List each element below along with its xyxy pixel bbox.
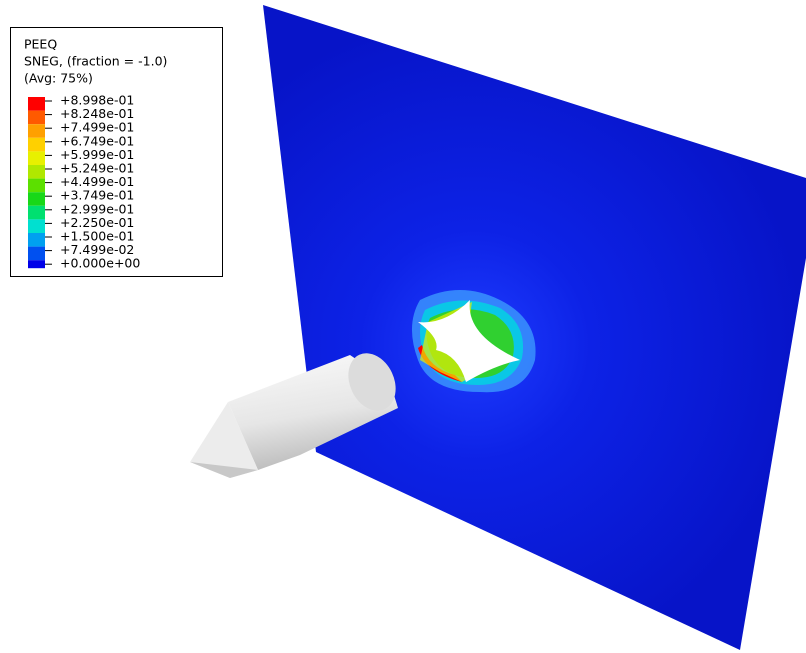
legend-label: +2.250e-01 [60,215,134,230]
color-band [28,165,45,179]
legend-title: (Avg: 75%) [24,71,93,86]
color-band-last [28,260,45,269]
color-band [28,233,45,247]
legend-label: +1.500e-01 [60,229,134,244]
plate [263,5,806,650]
projectile [190,353,398,478]
legend-label: +6.749e-01 [60,133,134,148]
color-band [28,219,45,233]
color-band [28,97,45,111]
legend-title: SNEG, (fraction = -1.0) [24,54,167,69]
legend-label: +5.249e-01 [60,161,134,176]
color-band [28,137,45,152]
legend-box [10,27,223,277]
legend-title: PEEQ [24,37,57,52]
legend-label: +3.749e-01 [60,188,134,203]
legend-label: +2.999e-01 [60,201,134,216]
legend-label: +8.248e-01 [60,106,134,121]
color-band [28,178,45,193]
legend-label: +0.000e+00 [60,256,140,271]
legend-label: +7.499e-02 [60,242,134,257]
legend: PEEQ SNEG, (fraction = -1.0) (Avg: 75%) +8.… [24,37,167,271]
color-band [28,192,45,206]
legend-label: +5.999e-01 [60,147,134,162]
legend-label: +8.998e-01 [60,93,134,108]
damage-zone [411,290,536,393]
color-band [28,246,45,261]
color-band [28,110,45,125]
color-band [28,205,45,220]
legend-label: +4.499e-01 [60,174,134,189]
color-band [28,124,45,138]
color-band [28,151,45,165]
legend-label: +7.499e-01 [60,120,134,135]
